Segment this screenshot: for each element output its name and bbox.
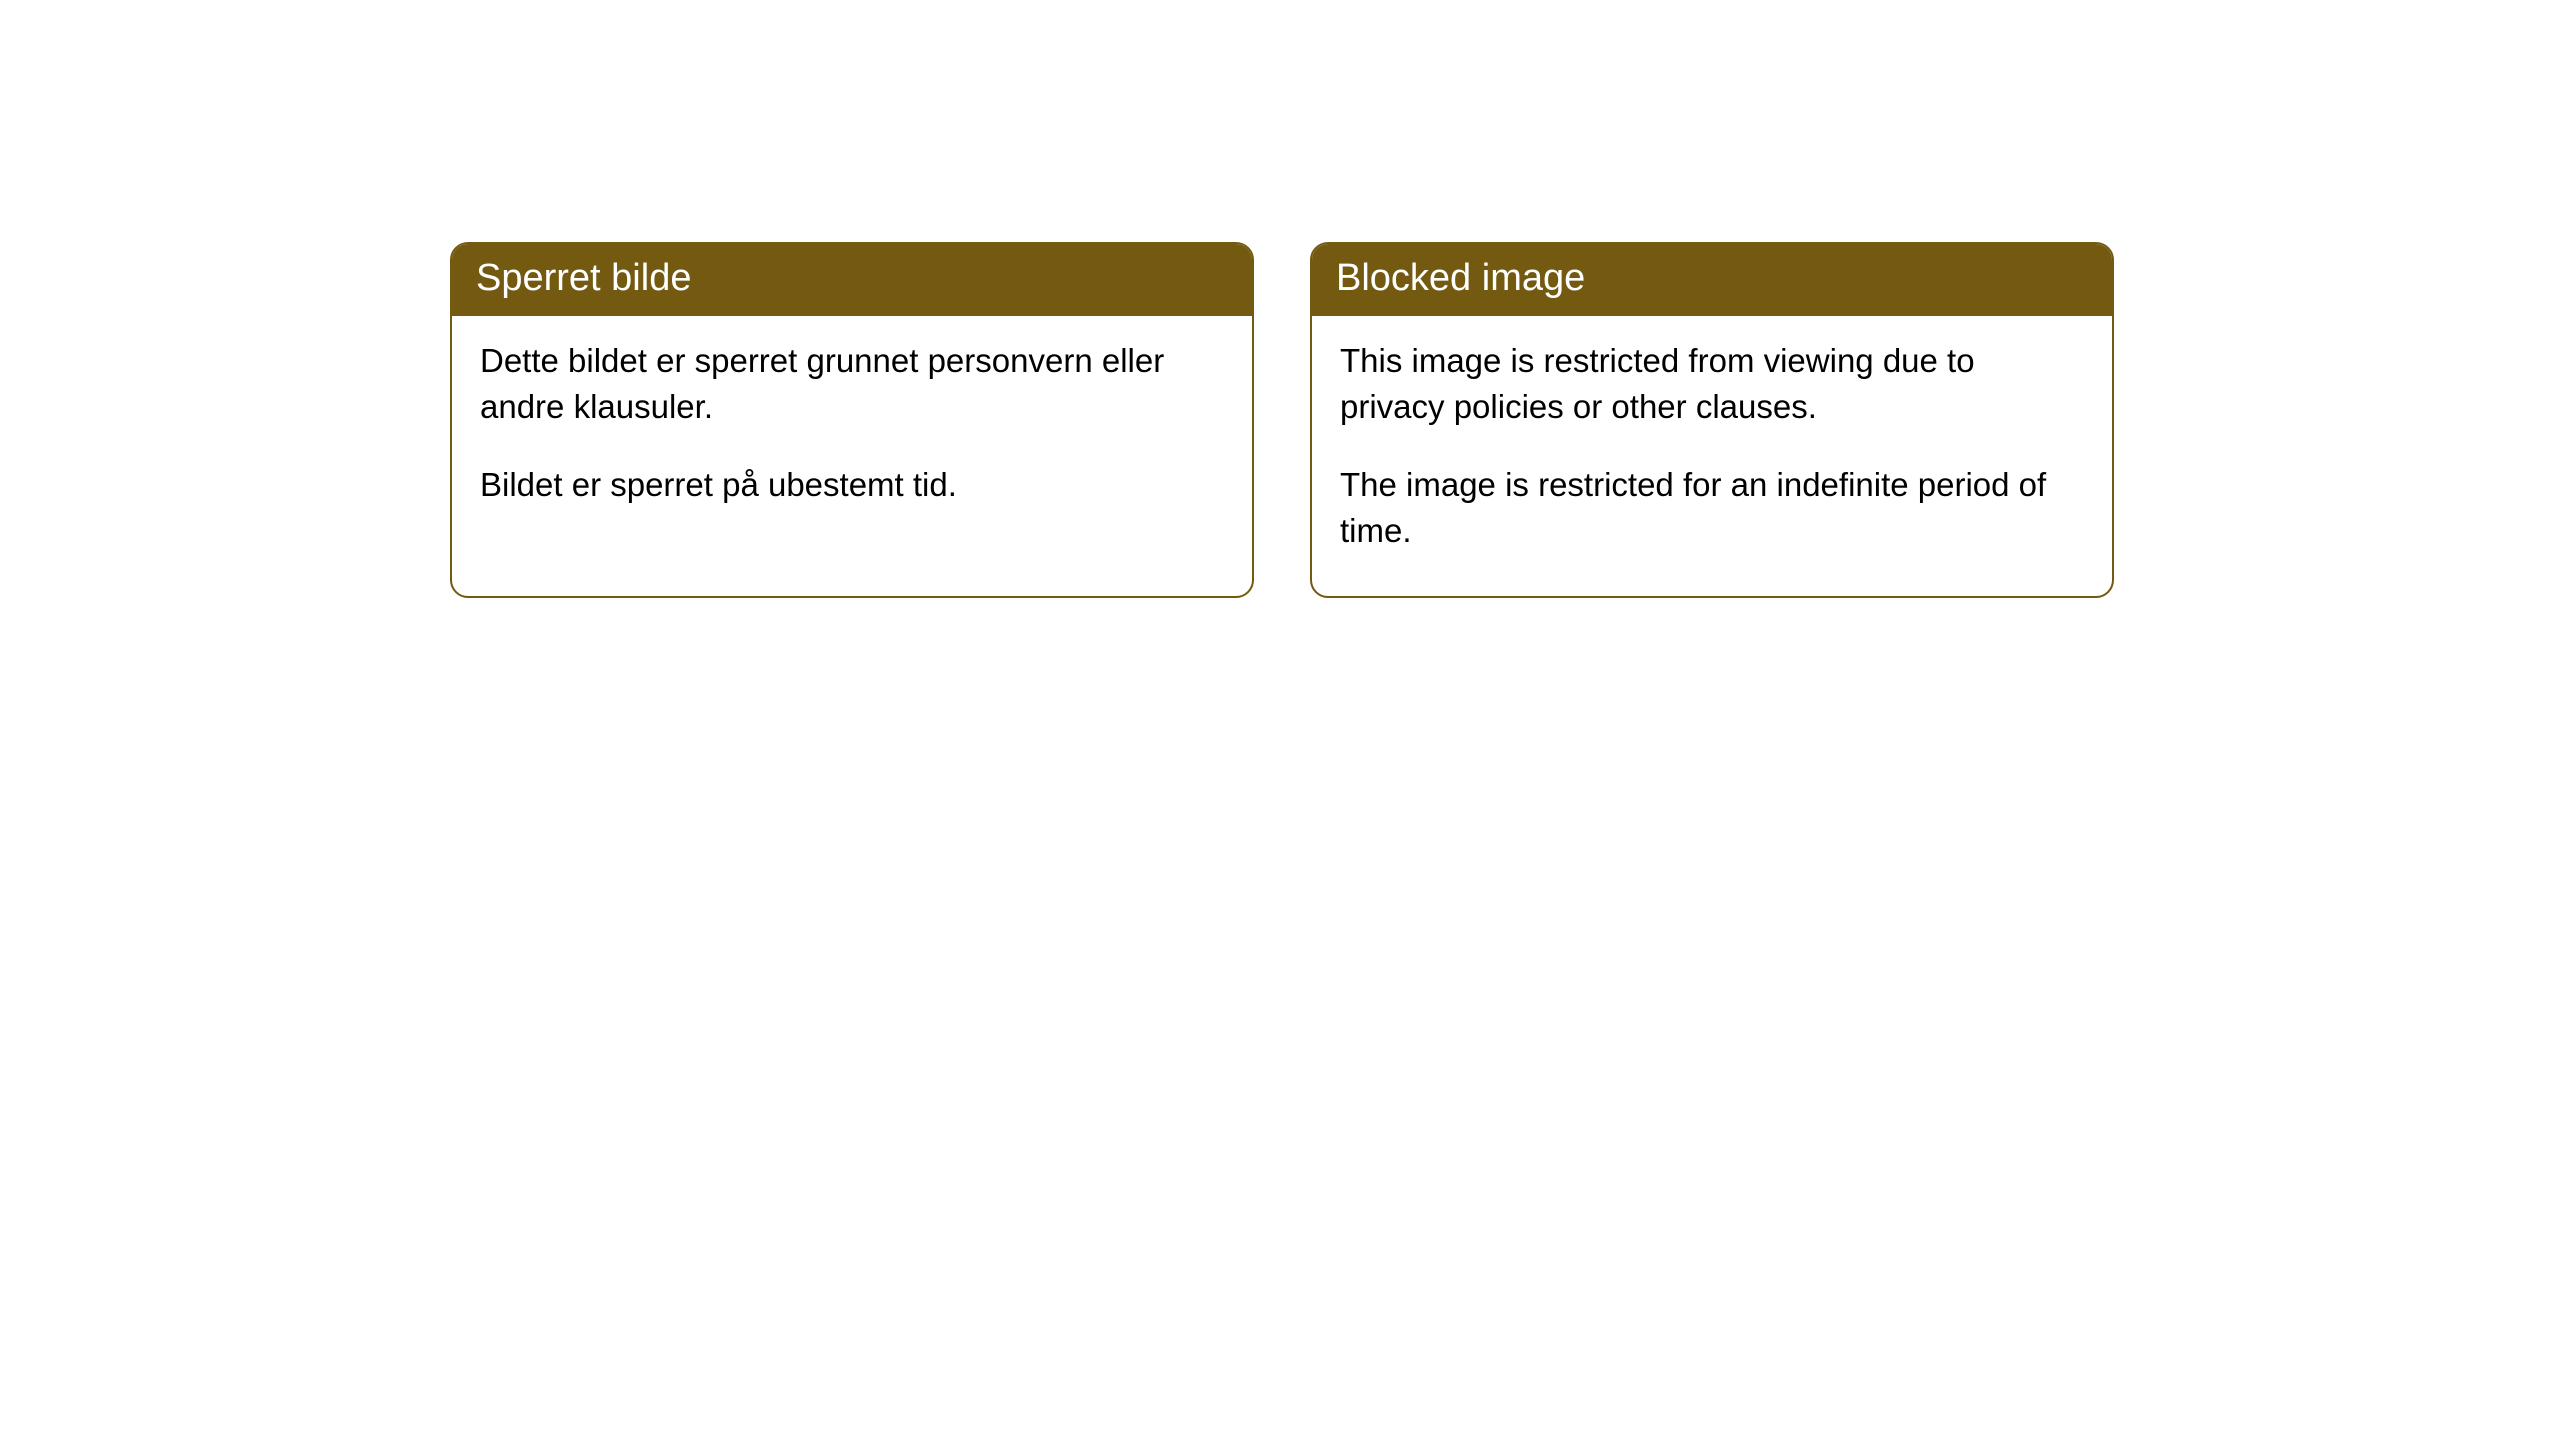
card-paragraph-en-2: The image is restricted for an indefinit… [1340, 462, 2084, 554]
card-title-no: Sperret bilde [452, 244, 1252, 316]
blocked-image-card-no: Sperret bilde Dette bildet er sperret gr… [450, 242, 1254, 598]
card-title-en: Blocked image [1312, 244, 2112, 316]
cards-container: Sperret bilde Dette bildet er sperret gr… [0, 0, 2560, 598]
card-paragraph-no-1: Dette bildet er sperret grunnet personve… [480, 338, 1224, 430]
card-body-en: This image is restricted from viewing du… [1312, 316, 2112, 597]
card-paragraph-en-1: This image is restricted from viewing du… [1340, 338, 2084, 430]
card-paragraph-no-2: Bildet er sperret på ubestemt tid. [480, 462, 1224, 508]
blocked-image-card-en: Blocked image This image is restricted f… [1310, 242, 2114, 598]
card-body-no: Dette bildet er sperret grunnet personve… [452, 316, 1252, 551]
